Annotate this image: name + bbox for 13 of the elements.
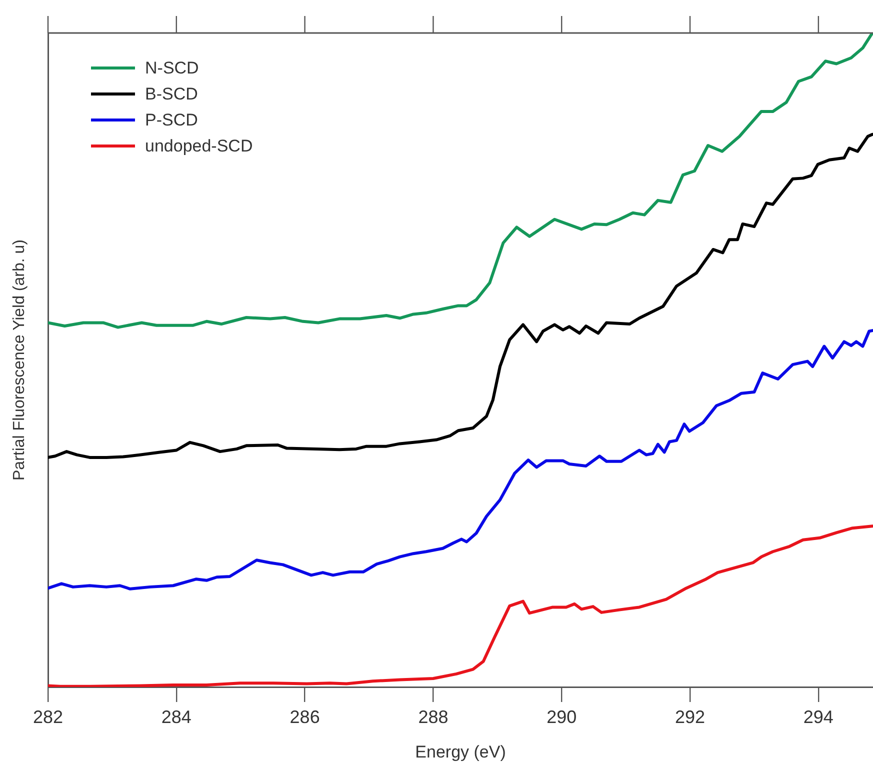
legend-label: B-SCD [145,84,198,104]
x-axis-title: Energy (eV) [415,742,506,762]
legend-label: N-SCD [145,58,199,78]
x-tick-label: 290 [546,706,577,727]
y-axis-title: Partial Fluorescence Yield (arb. u) [11,240,28,480]
x-tick-label: 284 [161,706,192,727]
x-tick-label: 282 [32,706,64,727]
x-tick-label: 294 [803,706,834,727]
legend-label: P-SCD [145,110,198,130]
x-tick-label: 292 [675,706,706,727]
x-tick-label: 288 [418,706,448,727]
x-tick-label: 286 [290,706,320,727]
legend-label: undoped-SCD [145,136,253,156]
